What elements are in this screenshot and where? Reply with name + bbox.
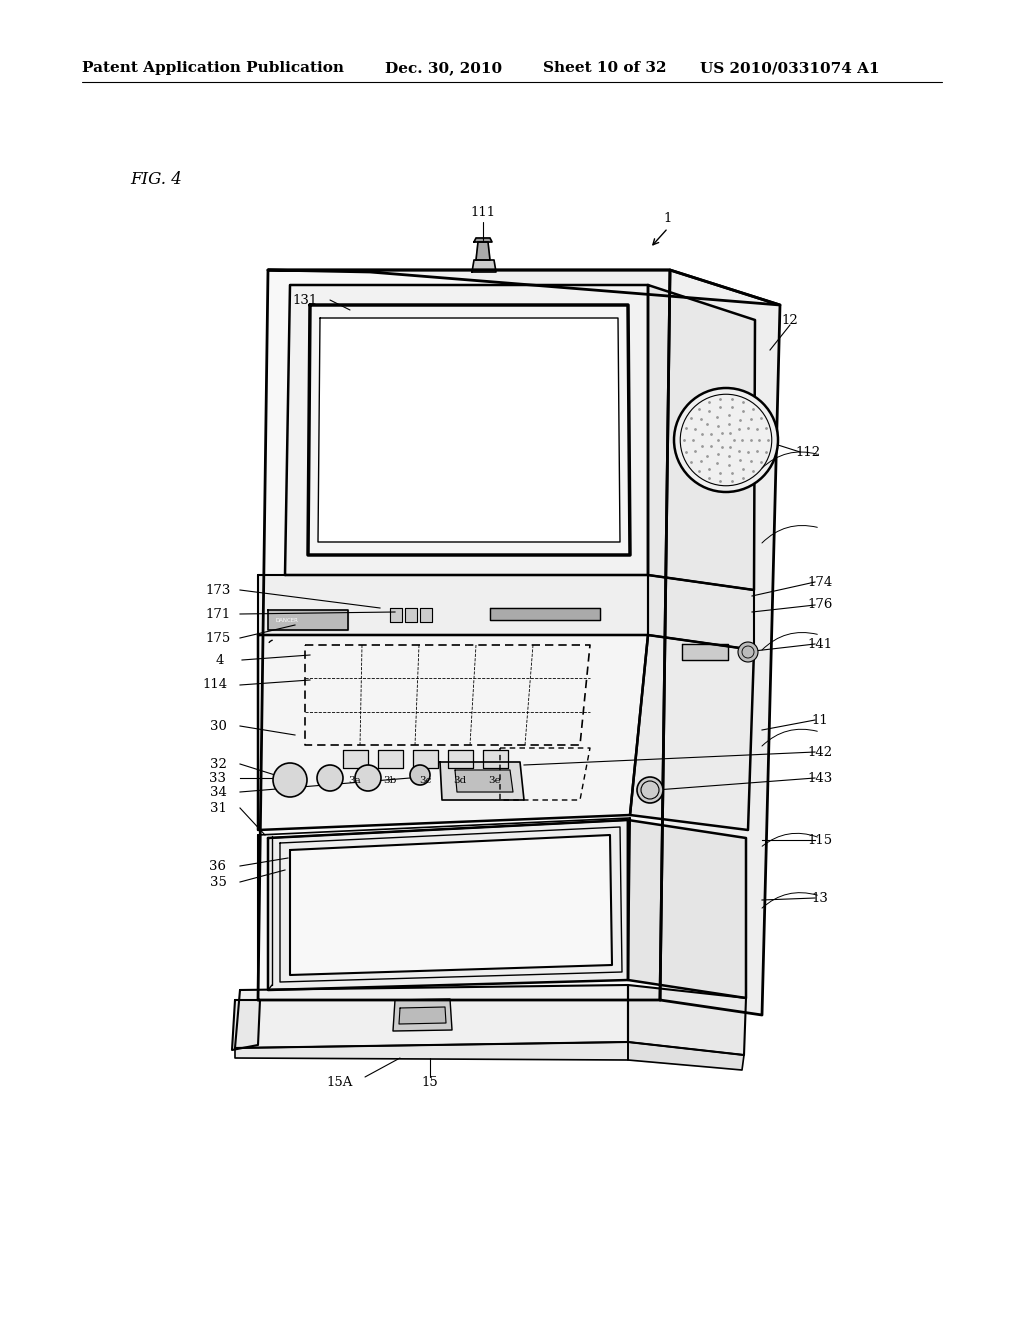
Text: DANCER: DANCER — [275, 619, 298, 623]
Polygon shape — [455, 770, 513, 792]
Text: 3e: 3e — [488, 776, 502, 785]
Polygon shape — [440, 762, 524, 800]
Text: Patent Application Publication: Patent Application Publication — [82, 61, 344, 75]
Text: 36: 36 — [210, 859, 226, 873]
Text: 173: 173 — [206, 583, 230, 597]
Polygon shape — [628, 985, 746, 1055]
Text: 174: 174 — [807, 576, 833, 589]
Text: 143: 143 — [807, 771, 833, 784]
Text: 1: 1 — [664, 211, 672, 224]
Circle shape — [355, 766, 381, 791]
Polygon shape — [472, 260, 496, 272]
Text: 3a: 3a — [348, 776, 361, 785]
Text: 32: 32 — [210, 758, 226, 771]
Polygon shape — [258, 271, 670, 1001]
Circle shape — [674, 388, 778, 492]
Polygon shape — [420, 609, 432, 622]
Polygon shape — [258, 576, 648, 635]
Polygon shape — [628, 1041, 744, 1071]
Text: 34: 34 — [210, 785, 226, 799]
Text: 3c: 3c — [419, 776, 431, 785]
Text: 112: 112 — [796, 446, 820, 458]
Text: 141: 141 — [808, 638, 833, 651]
Text: 11: 11 — [812, 714, 828, 726]
Polygon shape — [413, 750, 438, 768]
Text: 115: 115 — [808, 833, 833, 846]
Polygon shape — [630, 635, 754, 830]
Polygon shape — [490, 609, 600, 620]
Text: FIG. 4: FIG. 4 — [130, 172, 182, 189]
Text: 171: 171 — [206, 607, 230, 620]
Text: 31: 31 — [210, 801, 226, 814]
Circle shape — [637, 777, 663, 803]
Polygon shape — [648, 285, 755, 590]
Text: Sheet 10 of 32: Sheet 10 of 32 — [543, 61, 667, 75]
Text: 30: 30 — [210, 719, 226, 733]
Polygon shape — [628, 820, 746, 998]
Text: 111: 111 — [470, 206, 496, 219]
Polygon shape — [268, 820, 628, 990]
Text: 13: 13 — [812, 891, 828, 904]
Text: 15: 15 — [422, 1076, 438, 1089]
Polygon shape — [483, 750, 508, 768]
Polygon shape — [290, 836, 612, 975]
Polygon shape — [234, 1041, 628, 1060]
Polygon shape — [476, 242, 490, 260]
Polygon shape — [474, 238, 492, 242]
Circle shape — [738, 642, 758, 663]
Polygon shape — [648, 576, 754, 649]
Polygon shape — [318, 318, 620, 543]
Text: 3b: 3b — [383, 776, 396, 785]
Polygon shape — [234, 985, 628, 1048]
Circle shape — [317, 766, 343, 791]
Text: 33: 33 — [210, 771, 226, 784]
Polygon shape — [393, 999, 452, 1031]
Polygon shape — [268, 610, 348, 630]
Polygon shape — [660, 271, 780, 1015]
Text: 131: 131 — [293, 293, 317, 306]
Polygon shape — [390, 609, 402, 622]
Polygon shape — [399, 1007, 446, 1024]
Text: 12: 12 — [781, 314, 799, 326]
Circle shape — [410, 766, 430, 785]
Text: 142: 142 — [808, 746, 833, 759]
Polygon shape — [308, 305, 630, 554]
Polygon shape — [378, 750, 403, 768]
Text: 175: 175 — [206, 631, 230, 644]
Text: 176: 176 — [807, 598, 833, 611]
Text: 3d: 3d — [454, 776, 467, 785]
Polygon shape — [343, 750, 368, 768]
Polygon shape — [406, 609, 417, 622]
Text: Dec. 30, 2010: Dec. 30, 2010 — [385, 61, 502, 75]
Text: 114: 114 — [203, 678, 227, 692]
Polygon shape — [258, 635, 648, 830]
Polygon shape — [285, 285, 648, 576]
Polygon shape — [682, 644, 728, 660]
Polygon shape — [449, 750, 473, 768]
Text: 4: 4 — [216, 653, 224, 667]
Polygon shape — [268, 271, 780, 305]
Text: 15A: 15A — [327, 1076, 353, 1089]
Polygon shape — [232, 1001, 260, 1049]
Text: 35: 35 — [210, 875, 226, 888]
Circle shape — [273, 763, 307, 797]
Text: US 2010/0331074 A1: US 2010/0331074 A1 — [700, 61, 880, 75]
